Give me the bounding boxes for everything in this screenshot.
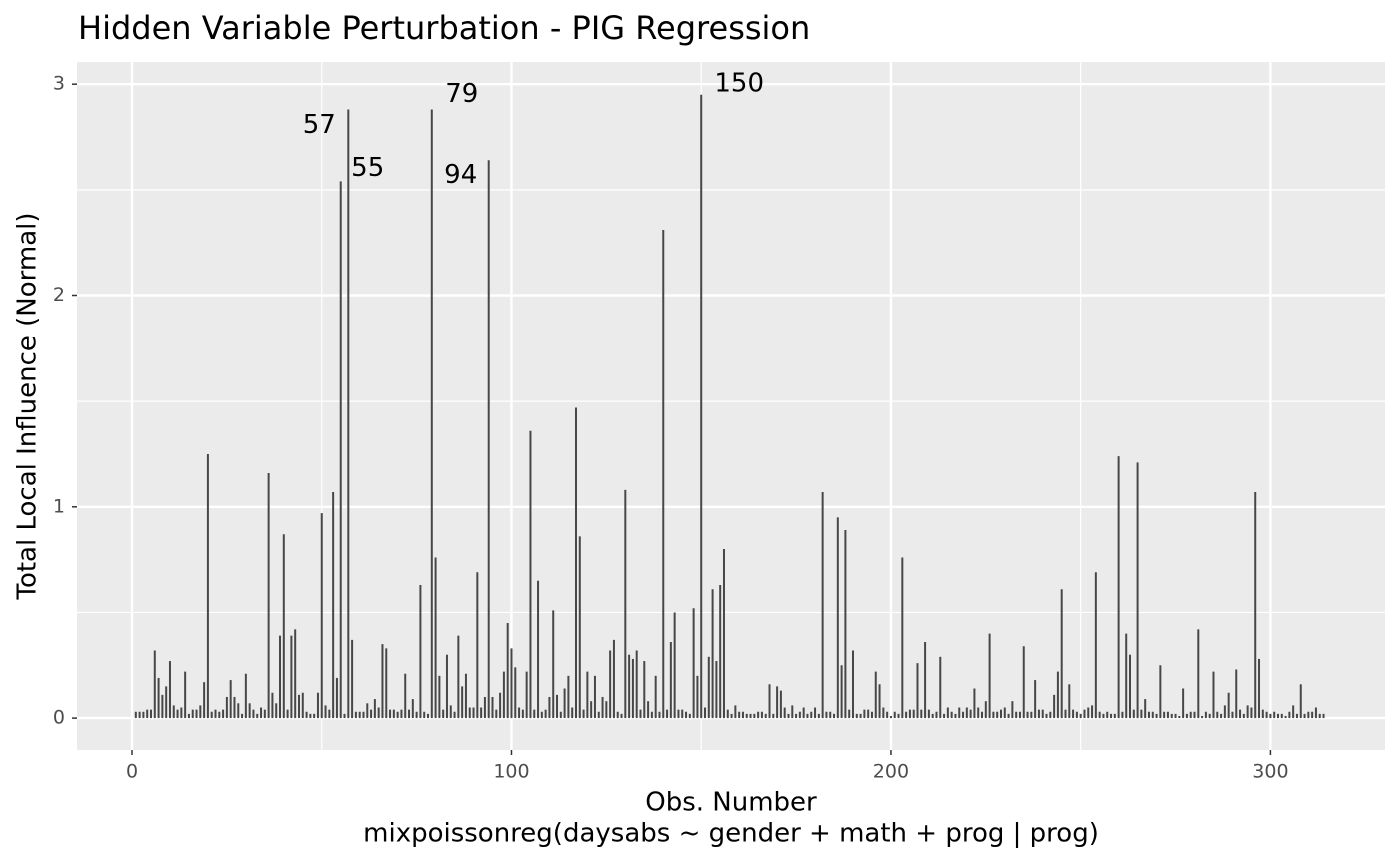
- chart-title: Hidden Variable Perturbation - PIG Regre…: [78, 9, 810, 47]
- x-tick-label: 300: [1252, 761, 1288, 783]
- x-axis-title: Obs. Number: [645, 788, 817, 818]
- point-label: 57: [303, 110, 336, 140]
- grid: [77, 62, 1385, 750]
- panel: [77, 62, 1385, 750]
- y-tick-label: 3: [53, 73, 65, 95]
- y-tick-label: 1: [53, 495, 65, 517]
- y-axis-title: Total Local Influence (Normal): [13, 212, 43, 600]
- caption: mixpoissonreg(daysabs ~ gender + math + …: [363, 819, 1099, 849]
- x-tick-label: 200: [873, 761, 909, 783]
- point-label: 55: [351, 153, 384, 183]
- y-tick-label: 2: [53, 284, 65, 306]
- marks: [134, 94, 1325, 719]
- point-label: 150: [714, 68, 764, 98]
- point-label: 94: [444, 160, 477, 190]
- x-tick-label: 0: [126, 761, 138, 783]
- point-label: 79: [445, 79, 478, 109]
- x-tick-label: 100: [493, 761, 529, 783]
- y-tick-label: 0: [53, 707, 65, 729]
